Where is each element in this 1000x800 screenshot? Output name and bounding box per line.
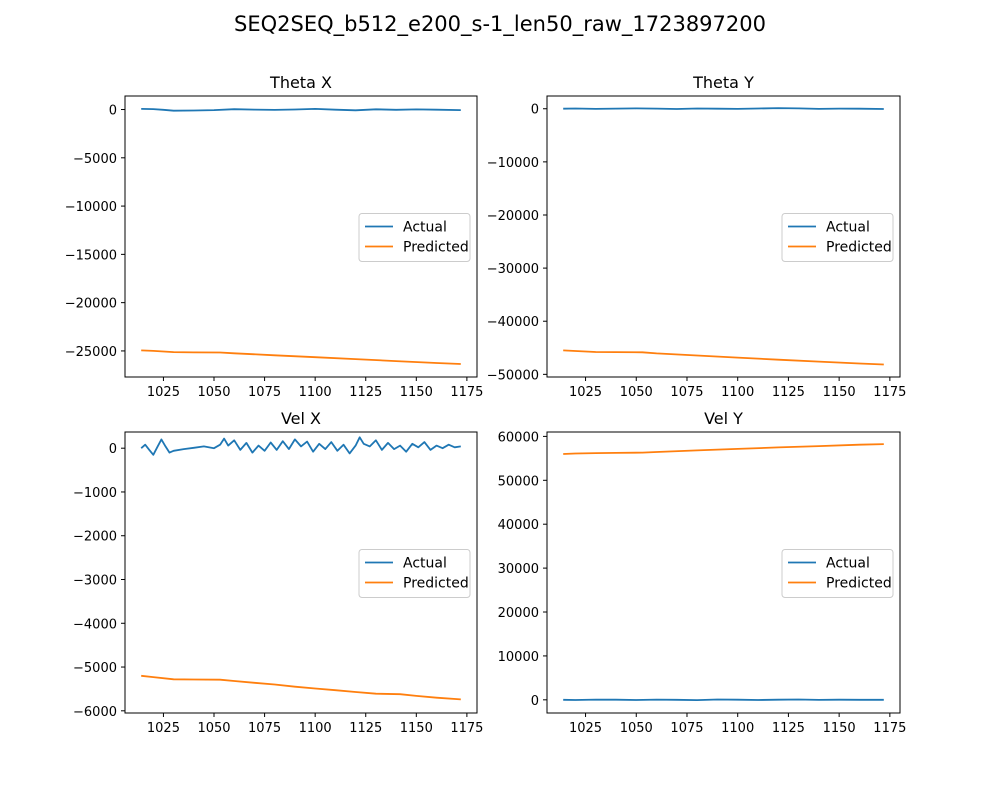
x-tick-label: 1125	[349, 721, 382, 736]
legend: Actual Predicted	[358, 213, 471, 262]
legend-label: Actual	[403, 220, 447, 236]
y-tick-label: 30000	[498, 562, 539, 577]
x-tick-label: 1075	[670, 721, 703, 736]
y-tick-label: 20000	[498, 606, 539, 621]
series-line-predicted	[563, 443, 884, 455]
legend-box	[358, 549, 471, 598]
legend-box	[781, 213, 894, 262]
legend-box	[358, 213, 471, 262]
series-line-predicted	[563, 349, 884, 366]
x-tick-label: 1175	[873, 721, 906, 736]
y-tick-label: −5000	[73, 661, 117, 676]
y-tick-label: −1000	[73, 486, 117, 501]
subplot-theta-y: Theta Y 1025 1050 1075 1100 1125 1150 1175 0 −10…	[487, 73, 907, 400]
y-tick-label: 10000	[498, 650, 539, 665]
x-tick-label: 1125	[349, 385, 382, 400]
x-tick-label: 1150	[823, 385, 856, 400]
x-tick-label: 1175	[450, 721, 483, 736]
y-tick-label: −25000	[65, 345, 117, 360]
y-tick-label: −10000	[65, 200, 117, 215]
x-tick-label: 1050	[620, 385, 653, 400]
y-tick-label: −50000	[487, 368, 539, 383]
series-line-predicted	[141, 349, 461, 365]
y-tick-label: −6000	[73, 705, 117, 720]
legend-label: Actual	[403, 556, 447, 572]
legend-label: Predicted	[826, 240, 892, 256]
legend-label: Predicted	[403, 576, 469, 592]
y-tick-label: −20000	[487, 209, 539, 224]
x-tick-label: 1125	[772, 385, 805, 400]
x-tick-label: 1100	[299, 721, 332, 736]
subplot-title: Theta Y	[692, 73, 754, 92]
x-tick-label: 1175	[450, 385, 483, 400]
y-tick-label: −5000	[73, 152, 117, 167]
x-tick-label: 1075	[670, 385, 703, 400]
x-tick-label: 1050	[197, 385, 230, 400]
y-tick-label: 40000	[498, 518, 539, 533]
subplot-title: Vel X	[281, 409, 321, 428]
subplot-vel-x: Vel X 1025 1050 1075 1100 1125 1150 1175 0 −1000…	[73, 409, 483, 736]
y-tick-label: −10000	[487, 156, 539, 171]
x-tick-label: 1125	[772, 721, 805, 736]
y-tick-label: 0	[109, 442, 117, 457]
legend: Actual Predicted	[781, 549, 894, 598]
legend-label: Actual	[826, 220, 870, 236]
y-tick-label: 0	[531, 694, 539, 709]
y-tick-label: 0	[531, 103, 539, 118]
legend: Actual Predicted	[358, 549, 471, 598]
x-tick-label: 1100	[721, 721, 754, 736]
x-tick-label: 1050	[620, 721, 653, 736]
x-tick-label: 1150	[823, 721, 856, 736]
subplot-title: Theta X	[269, 73, 332, 92]
x-tick-label: 1100	[299, 385, 332, 400]
subplot-theta-x: Theta X 1025 1050 1075 1100 1125 1150 1175 0 −50…	[65, 73, 484, 400]
legend-label: Predicted	[403, 240, 469, 256]
series-line-actual	[140, 436, 461, 456]
x-tick-label: 1150	[400, 385, 433, 400]
legend-label: Predicted	[826, 576, 892, 592]
x-tick-label: 1100	[721, 385, 754, 400]
series-line-predicted	[141, 674, 461, 701]
y-tick-label: −2000	[73, 530, 117, 545]
x-tick-label: 1175	[873, 385, 906, 400]
y-tick-label: 0	[109, 104, 117, 119]
x-tick-label: 1025	[569, 721, 602, 736]
y-tick-label: −20000	[65, 297, 117, 312]
x-tick-label: 1075	[248, 385, 281, 400]
x-tick-label: 1025	[147, 385, 180, 400]
y-tick-label: −40000	[487, 315, 539, 330]
y-tick-label: −4000	[73, 617, 117, 632]
subplot-title: Vel Y	[704, 409, 743, 428]
y-tick-label: −15000	[65, 248, 117, 263]
legend-box	[781, 549, 894, 598]
x-tick-label: 1075	[248, 721, 281, 736]
subplot-vel-y: Vel Y 1025 1050 1075 1100 1125 1150 1175 0 10000…	[498, 409, 907, 736]
series-line-actual	[141, 108, 461, 112]
legend-label: Actual	[826, 556, 870, 572]
y-tick-label: 60000	[498, 430, 539, 445]
series-line-actual	[563, 107, 884, 110]
y-tick-label: 50000	[498, 474, 539, 489]
x-tick-label: 1050	[197, 721, 230, 736]
figure-title: SEQ2SEQ_b512_e200_s-1_len50_raw_17238972…	[234, 12, 766, 37]
y-tick-label: −30000	[487, 262, 539, 277]
legend: Actual Predicted	[781, 213, 894, 262]
x-tick-label: 1150	[400, 721, 433, 736]
y-tick-label: −3000	[73, 574, 117, 589]
series-line-actual	[563, 698, 884, 701]
x-tick-label: 1025	[147, 721, 180, 736]
x-tick-label: 1025	[569, 385, 602, 400]
